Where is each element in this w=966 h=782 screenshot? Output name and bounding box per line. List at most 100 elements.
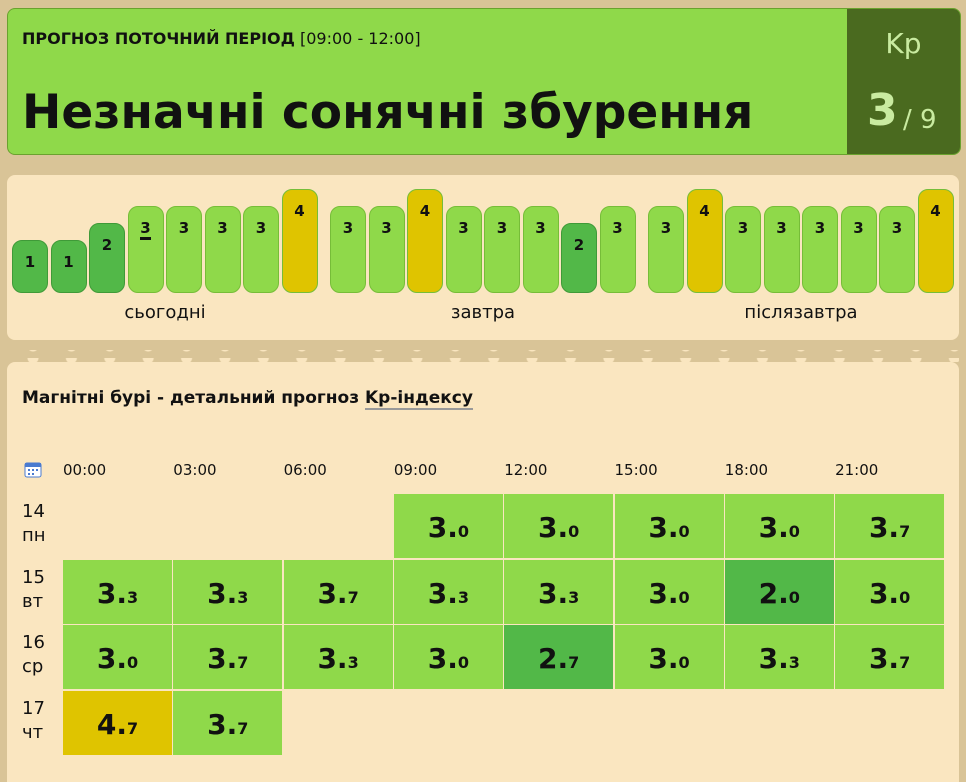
time-label: 09:00 (393, 461, 438, 479)
row-date: 14 пн (22, 500, 46, 548)
kp-max: / 9 (903, 105, 937, 135)
kp-cell: 3.7 (283, 559, 393, 624)
current-period-banner: ПРОГНОЗ ПОТОЧНИЙ ПЕРІОД [09:00 - 12:00] … (7, 8, 961, 155)
day-label: сьогодні (124, 302, 206, 323)
weekday: вт (22, 590, 44, 612)
title-text: Магнітні бурі - детальний прогноз (22, 388, 360, 408)
kp-bar-value: 3 (381, 219, 392, 237)
kp-bar: 3 (763, 206, 800, 293)
kp-cell: 3.0 (614, 625, 724, 689)
day-label: післязавтра (744, 302, 858, 323)
kp-bar: 2 (89, 223, 125, 293)
kp-bar: 4 (686, 189, 723, 293)
kp-bar: 3 (243, 206, 279, 293)
kp-bar-value: 3 (737, 219, 749, 237)
kp-bar-value: 3 (891, 219, 903, 237)
kp-cell: 3.0 (614, 559, 724, 624)
day-number: 17 (22, 697, 45, 719)
kp-bar: 2 (561, 223, 597, 293)
kp-cell: 3.3 (724, 625, 834, 689)
kp-cell: 3.0 (393, 494, 503, 558)
kp-bar-value: 3 (776, 219, 787, 237)
kp-bar: 3 (127, 206, 164, 293)
kp-bar-value: 3 (458, 219, 469, 237)
kp-bar-value: 3 (255, 219, 267, 237)
section-title: Магнітні бурі - детальний прогноз Kp-інд… (22, 388, 473, 410)
kp-bar: 3 (166, 206, 202, 293)
kp-cell: 3.3 (63, 559, 172, 624)
day-number: 15 (22, 566, 45, 588)
kp-cell: 3.0 (724, 494, 834, 558)
period-label: ПРОГНОЗ ПОТОЧНИЙ ПЕРІОД (22, 29, 295, 48)
kp-bar-value: 3 (612, 219, 623, 237)
kp-bar-value: 3 (342, 219, 354, 237)
separator (7, 350, 959, 362)
day-number: 14 (22, 501, 45, 522)
kp-bar-value: 1 (63, 253, 74, 271)
kp-bar-value: 3 (178, 219, 190, 237)
kp-bar: 3 (204, 206, 241, 293)
kp-bar: 3 (725, 206, 761, 293)
kp-panel: Kp 3 / 9 (847, 9, 960, 154)
time-label: 00:00 (63, 461, 107, 479)
calendar-icon (24, 462, 42, 478)
row-date: 16 ср (22, 631, 45, 679)
time-label: 15:00 (614, 461, 658, 479)
kp-bar-value: 1 (24, 253, 36, 271)
forecast-title: Незначні сонячні збурення (22, 85, 754, 140)
kp-bar: 3 (445, 206, 482, 293)
kp-bar-value: 3 (660, 219, 672, 237)
kp-cell: 3.7 (173, 625, 283, 689)
kp-bar-value: 3 (496, 219, 508, 237)
kp-label: Kp (885, 27, 922, 60)
day-number: 16 (22, 632, 45, 653)
kp-bar-value: 2 (573, 236, 585, 254)
kp-value: 3 (867, 85, 898, 136)
kp-bar-value: 4 (930, 202, 941, 220)
kp-bar: 3 (840, 206, 877, 293)
kp-bar-value: 3 (217, 219, 228, 237)
kp-cell: 4.7 (63, 690, 172, 755)
kp-bar-value: 4 (294, 202, 305, 220)
kp-bar: 4 (407, 189, 443, 293)
row-date: 17 чт (22, 697, 45, 745)
kp-bar-value: 3 (535, 219, 546, 237)
title-link[interactable]: Kp-індексу (365, 388, 473, 410)
kp-bar: 3 (522, 206, 559, 293)
kp-cell: 3.0 (393, 625, 503, 689)
weekday: ср (22, 656, 44, 677)
kp-bar-value: 4 (419, 202, 431, 220)
time-label: 06:00 (283, 461, 327, 479)
kp-bar: 3 (484, 206, 520, 293)
kp-bar: 1 (50, 240, 87, 293)
kp-bar: 3 (879, 206, 915, 293)
kp-bar: 4 (917, 189, 954, 293)
kp-bar-value: 3 (140, 219, 151, 240)
time-label: 18:00 (724, 461, 769, 479)
kp-cell: 3.0 (614, 494, 724, 558)
time-label: 03:00 (173, 461, 217, 479)
kp-cell: 3.3 (283, 625, 393, 689)
kp-bar-value: 2 (101, 236, 113, 254)
kp-cell: 3.0 (835, 559, 945, 624)
kp-bar: 3 (368, 206, 405, 293)
detailed-forecast: Магнітні бурі - детальний прогноз Kp-інд… (7, 362, 959, 782)
kp-cell: 3.7 (835, 625, 945, 689)
kp-cell: 3.7 (173, 690, 283, 755)
kp-cell: 3.7 (835, 494, 945, 558)
weekday: пн (22, 525, 46, 546)
kp-cell: 3.0 (504, 494, 614, 558)
time-label: 12:00 (504, 461, 548, 479)
kp-bar: 1 (12, 240, 48, 293)
kp-cell: 2.0 (724, 559, 834, 624)
kp-bar: 4 (281, 189, 318, 293)
bar-forecast: 1 1 2 3 3 3 3 4 сьогодні 3 3 4 3 3 3 2 3 завтра 3 4 3 3 3 3 3 4 пі… (7, 175, 959, 340)
kp-cell: 3.3 (393, 559, 503, 624)
kp-bar: 3 (599, 206, 636, 293)
kp-bar: 3 (648, 206, 684, 293)
row-date: 15 вт (22, 566, 45, 614)
kp-bar-value: 3 (853, 219, 864, 237)
kp-cell: 2.7 (504, 625, 614, 689)
